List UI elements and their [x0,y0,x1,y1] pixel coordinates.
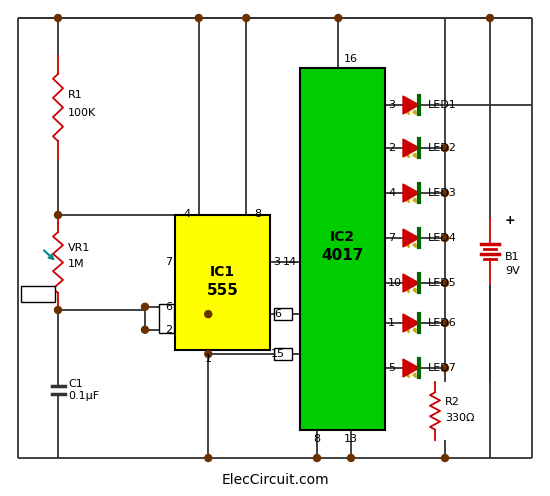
Text: R2: R2 [445,397,460,407]
Polygon shape [403,314,419,332]
Circle shape [442,144,448,151]
Text: 6: 6 [165,302,172,312]
Text: LED7: LED7 [428,363,457,373]
Circle shape [487,14,493,21]
Circle shape [442,319,448,326]
Text: 8: 8 [314,434,321,444]
Text: IC2: IC2 [330,230,355,244]
FancyBboxPatch shape [300,68,385,430]
Circle shape [54,307,62,313]
FancyBboxPatch shape [159,304,174,333]
Text: 16: 16 [344,54,358,64]
Polygon shape [403,139,419,157]
Text: R1: R1 [68,90,82,100]
Circle shape [335,14,342,21]
Circle shape [442,189,448,196]
Circle shape [54,211,62,219]
Text: 100K: 100K [68,108,96,118]
FancyBboxPatch shape [274,308,292,320]
Circle shape [205,351,212,358]
Polygon shape [403,184,419,202]
Circle shape [442,235,448,242]
Circle shape [442,365,448,372]
Circle shape [195,14,202,21]
Text: LED1: LED1 [428,100,456,110]
Circle shape [205,454,212,461]
Text: LED3: LED3 [428,188,456,198]
Text: +: + [505,214,516,228]
Text: LED6: LED6 [428,318,456,328]
FancyBboxPatch shape [21,286,55,302]
FancyBboxPatch shape [175,215,270,350]
Text: IC1: IC1 [210,265,235,280]
Text: 1: 1 [205,354,212,364]
Text: 0.1μF: 0.1μF [68,391,99,401]
Circle shape [442,454,448,461]
Text: 13: 13 [344,434,358,444]
Text: LED4: LED4 [428,233,457,243]
Circle shape [243,14,250,21]
Text: 555: 555 [207,283,239,298]
Text: 4017: 4017 [321,248,364,262]
Text: C1: C1 [68,379,82,389]
Circle shape [141,326,148,333]
Text: 3: 3 [273,257,280,267]
Text: 1: 1 [388,318,395,328]
Circle shape [54,14,62,21]
Text: 8: 8 [255,209,262,219]
Text: B1: B1 [505,251,520,261]
Polygon shape [403,274,419,292]
Text: 4: 4 [184,209,190,219]
Circle shape [141,303,148,310]
Text: 15: 15 [271,349,285,359]
Circle shape [205,310,212,317]
Polygon shape [403,96,419,114]
Text: 5: 5 [388,363,395,373]
Text: 10: 10 [388,278,402,288]
Text: 6: 6 [274,309,282,319]
Text: 9V: 9V [505,266,520,276]
Text: 7: 7 [388,233,395,243]
Text: VR1: VR1 [68,243,90,253]
Text: 330Ω: 330Ω [445,413,475,423]
Text: 1M: 1M [68,259,85,269]
Polygon shape [403,359,419,377]
FancyBboxPatch shape [274,348,292,360]
Text: 2: 2 [388,143,395,153]
Text: LED2: LED2 [428,143,457,153]
Polygon shape [403,229,419,247]
Text: 7: 7 [165,257,172,267]
Text: 2: 2 [165,325,172,335]
Text: ElecCircuit.com: ElecCircuit.com [221,473,329,487]
Circle shape [348,454,355,461]
Circle shape [442,280,448,287]
Text: 3: 3 [388,100,395,110]
Text: 4: 4 [388,188,395,198]
Circle shape [314,454,321,461]
Text: 14: 14 [283,257,297,267]
Text: LED5: LED5 [428,278,456,288]
